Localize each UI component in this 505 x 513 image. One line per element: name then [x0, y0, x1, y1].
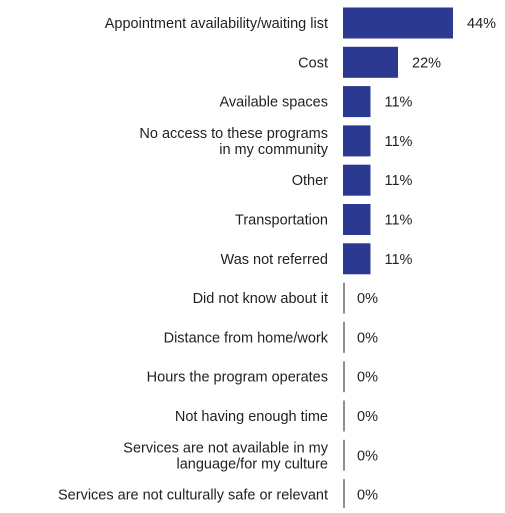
bar: [343, 86, 371, 118]
value-label: 11%: [385, 173, 413, 189]
category-label: Distance from home/work: [164, 330, 329, 346]
category-label: Appointment availability/waiting list: [105, 16, 328, 32]
bar: [343, 204, 371, 235]
value-label: 0%: [357, 409, 378, 425]
category-label: Services are not culturally safe or rele…: [58, 488, 328, 504]
category-label: Cost: [298, 55, 328, 71]
category-label: Did not know about it: [193, 291, 328, 307]
bar: [343, 7, 453, 39]
value-label: 0%: [357, 448, 378, 464]
bar: [343, 125, 371, 157]
bar: [343, 46, 398, 78]
category-label: No access to these programs in my communi…: [139, 126, 328, 158]
bar: [343, 243, 371, 275]
value-label: 11%: [385, 95, 413, 111]
value-label: 0%: [357, 291, 378, 307]
value-label: 11%: [385, 252, 413, 268]
category-label: Not having enough time: [175, 409, 328, 425]
value-label: 0%: [357, 330, 378, 346]
value-label: 0%: [357, 488, 378, 504]
category-label: Transportation: [235, 213, 328, 229]
category-label: Was not referred: [221, 252, 328, 268]
category-label: Hours the program operates: [147, 370, 328, 386]
value-label: 44%: [467, 16, 496, 32]
value-label: 11%: [385, 213, 413, 229]
value-label: 22%: [412, 55, 441, 71]
category-label: Other: [292, 173, 328, 189]
bar: [343, 164, 371, 196]
category-label: Available spaces: [219, 95, 328, 111]
value-label: 0%: [357, 370, 378, 386]
category-label: Services are not available in my language…: [123, 440, 328, 472]
value-label: 11%: [385, 134, 413, 150]
